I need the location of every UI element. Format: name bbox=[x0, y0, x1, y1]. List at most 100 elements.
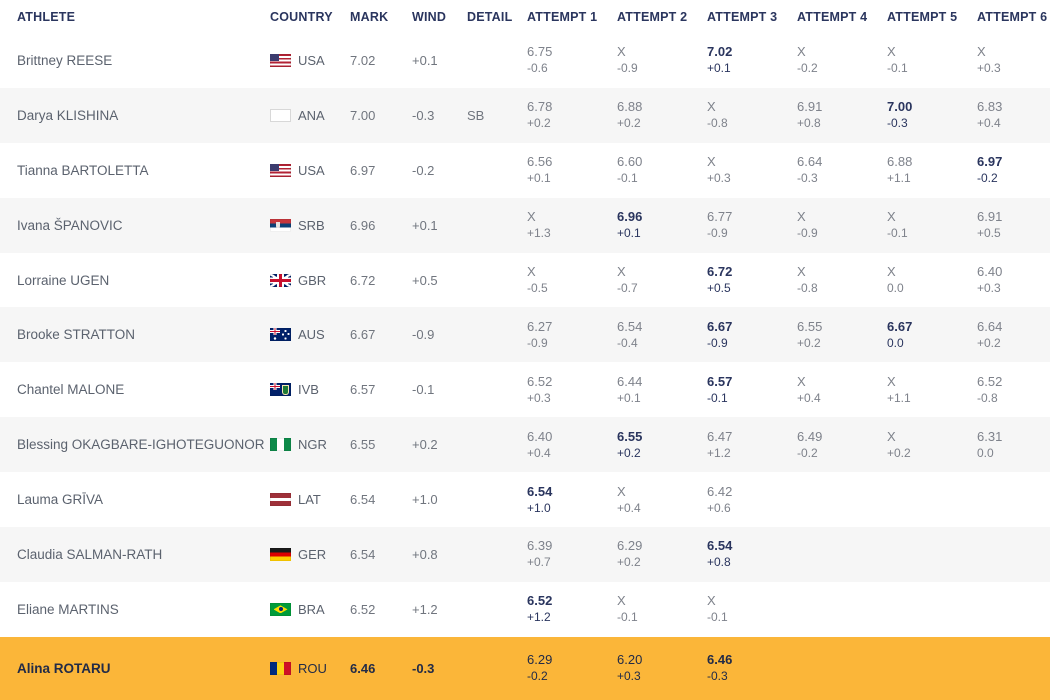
athlete-name: Brittney REESE bbox=[17, 52, 113, 68]
mark-value: 6.46 bbox=[350, 660, 376, 676]
attempt-mark: X bbox=[527, 264, 536, 279]
attempt-wind: +0.4 bbox=[977, 116, 1001, 131]
attempt-cell: 6.64 +0.2 bbox=[977, 319, 1050, 351]
table-row[interactable]: Claudia SALMAN-RATH GER 6.54 +0.8 6.39 +0… bbox=[0, 527, 1050, 582]
table-row[interactable]: Chantel MALONE IVB 6.57 -0.1 6.52 +0.3 6.4… bbox=[0, 362, 1050, 418]
attempt-cell: 6.31 0.0 bbox=[977, 429, 1050, 461]
attempt-cell: 6.55 +0.2 bbox=[797, 319, 887, 351]
attempt-mark: 6.49 bbox=[797, 428, 823, 444]
mark-value: 7.00 bbox=[350, 107, 376, 123]
attempt-cell: 7.00 -0.3 bbox=[887, 99, 977, 131]
attempt-wind: -0.2 bbox=[977, 171, 998, 186]
attempt-cell: 6.67 -0.9 bbox=[707, 319, 797, 351]
attempt-wind: +1.3 bbox=[527, 226, 551, 241]
country-flag-icon bbox=[270, 163, 291, 177]
attempt-cell: 6.46 -0.3 bbox=[707, 652, 797, 684]
table-row[interactable]: Brittney REESE USA 7.02 +0.1 6.75 -0.6 X -0… bbox=[0, 33, 1050, 88]
attempt-cell: 6.91 +0.5 bbox=[977, 209, 1050, 241]
attempt-cell: 6.88 +0.2 bbox=[617, 99, 707, 131]
attempt-cell: 6.52 -0.8 bbox=[977, 374, 1050, 406]
attempt-cell: 6.40 +0.4 bbox=[527, 429, 617, 461]
attempt-mark: 6.77 bbox=[707, 209, 733, 225]
attempt-mark: 6.42 bbox=[707, 483, 733, 499]
attempt-wind: +0.4 bbox=[617, 500, 641, 515]
attempt-cell: 6.83 +0.4 bbox=[977, 99, 1050, 131]
country-flag-icon bbox=[270, 602, 291, 616]
attempt-mark: X bbox=[797, 373, 806, 389]
column-header-wind: WIND bbox=[412, 9, 447, 24]
attempt-cell: 6.78 +0.2 bbox=[527, 99, 617, 131]
table-row[interactable]: Darya KLISHINA ANA 7.00 -0.3 SB 6.78 +0.2… bbox=[0, 87, 1050, 143]
table-row[interactable]: Blessing OKAGBARE-IGHOTEGUONOR NGR 6.55 … bbox=[0, 417, 1050, 473]
attempt-wind: +0.2 bbox=[527, 116, 551, 131]
attempt-cell: 6.20 +0.3 bbox=[617, 652, 707, 684]
attempt-mark: 6.91 bbox=[977, 209, 1003, 225]
column-header-detail: DETAIL bbox=[467, 9, 513, 24]
attempt-cell: X -0.1 bbox=[887, 44, 977, 76]
wind-value: +1.2 bbox=[412, 601, 438, 617]
attempt-wind: -0.5 bbox=[527, 281, 548, 295]
country-code: LAT bbox=[298, 492, 321, 508]
country-cell: AUS bbox=[270, 327, 350, 342]
table-row[interactable]: Lauma GRĪVA LAT 6.54 +1.0 6.54 +1.0 X +0.4 6… bbox=[0, 472, 1050, 528]
table-row[interactable]: Brooke STRATTON AUS 6.67 -0.9 6.27 -0.9 6.… bbox=[0, 307, 1050, 363]
country-cell: LAT bbox=[270, 492, 350, 507]
athlete-name: Darya KLISHINA bbox=[17, 107, 119, 123]
attempt-cell: 6.97 -0.2 bbox=[977, 154, 1050, 186]
wind-value: -0.3 bbox=[412, 107, 435, 123]
attempt-mark: 6.88 bbox=[887, 154, 913, 170]
athlete-name: Tianna BARTOLETTA bbox=[17, 162, 149, 178]
attempt-mark: X bbox=[617, 483, 626, 499]
attempt-cell: 6.49 -0.2 bbox=[797, 429, 887, 461]
wind-value: +0.1 bbox=[412, 217, 438, 233]
wind-value: +0.8 bbox=[412, 546, 438, 562]
attempt-wind: +0.2 bbox=[977, 335, 1001, 350]
wind-value: +0.1 bbox=[412, 52, 438, 68]
attempt-cell: 6.39 +0.7 bbox=[527, 538, 617, 570]
attempt-cell: X -0.9 bbox=[797, 209, 887, 241]
attempt-wind: -0.1 bbox=[887, 61, 908, 76]
attempt-wind: 0.0 bbox=[887, 335, 904, 350]
attempt-cell: X -0.7 bbox=[617, 264, 707, 296]
table-row[interactable]: Tianna BARTOLETTA USA 6.97 -0.2 6.56 +0.1… bbox=[0, 142, 1050, 198]
table-row[interactable]: Alina ROTARU ROU 6.46 -0.3 6.29 -0.2 6.20 +… bbox=[0, 636, 1050, 700]
attempt-cell: 6.40 +0.3 bbox=[977, 264, 1050, 296]
attempt-wind: +0.3 bbox=[977, 281, 1001, 295]
attempt-cell: 6.27 -0.9 bbox=[527, 319, 617, 351]
attempt-mark: 6.31 bbox=[977, 428, 1003, 444]
attempt-wind: +0.1 bbox=[617, 226, 641, 241]
attempt-cell: X +1.3 bbox=[527, 209, 617, 241]
country-flag-icon bbox=[270, 661, 291, 675]
mark-value: 6.55 bbox=[350, 437, 376, 453]
attempt-wind: +0.1 bbox=[707, 61, 731, 76]
attempt-cell: 6.44 +0.1 bbox=[617, 374, 707, 406]
country-code: NGR bbox=[298, 437, 327, 453]
attempt-cell: 6.96 +0.1 bbox=[617, 209, 707, 241]
attempt-mark: X bbox=[977, 44, 986, 60]
column-header-athlete: ATHLETE bbox=[17, 9, 76, 24]
attempt-wind: +0.2 bbox=[617, 445, 641, 460]
attempt-cell: X -0.5 bbox=[527, 264, 617, 296]
attempt-cell: 6.67 0.0 bbox=[887, 319, 977, 351]
attempt-cell: X +0.4 bbox=[617, 484, 707, 516]
country-cell: ANA bbox=[270, 108, 350, 123]
attempt-cell: 6.42 +0.6 bbox=[707, 484, 797, 516]
table-row[interactable]: Ivana ŠPANOVIC SRB 6.96 +0.1 X +1.3 6.96 +0… bbox=[0, 197, 1050, 253]
wind-value: -0.3 bbox=[412, 660, 435, 676]
attempt-mark: 7.02 bbox=[707, 44, 733, 60]
attempt-cell: X +0.2 bbox=[887, 429, 977, 461]
attempt-mark: 6.29 bbox=[527, 652, 553, 668]
attempt-wind: -0.4 bbox=[617, 335, 638, 350]
athlete-name: Blessing OKAGBARE-IGHOTEGUONOR bbox=[17, 437, 265, 453]
attempt-wind: -0.1 bbox=[707, 390, 728, 405]
attempt-cell: X +0.3 bbox=[707, 154, 797, 186]
attempt-mark: X bbox=[887, 44, 896, 60]
attempt-wind: -0.1 bbox=[707, 610, 728, 625]
athlete-name: Brooke STRATTON bbox=[17, 327, 136, 343]
table-row[interactable]: Lorraine UGEN GBR 6.72 +0.5 X -0.5 X -0.7 6.… bbox=[0, 252, 1050, 308]
table-row[interactable]: Eliane MARTINS BRA 6.52 +1.2 6.52 +1.2 X -0… bbox=[0, 581, 1050, 637]
attempt-wind: +1.1 bbox=[887, 171, 911, 186]
column-header-mark: MARK bbox=[350, 9, 389, 24]
attempt-wind: +1.2 bbox=[527, 610, 551, 625]
